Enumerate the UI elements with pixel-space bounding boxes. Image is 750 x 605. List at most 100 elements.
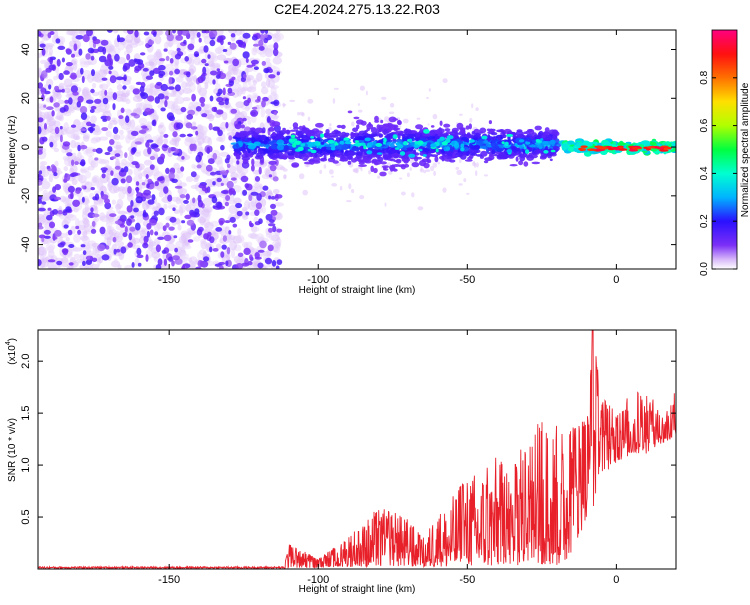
heatmap-cell <box>232 223 238 228</box>
heatmap-cell <box>187 43 195 51</box>
heatmap-cell <box>135 222 141 231</box>
heatmap-cell <box>64 156 73 167</box>
heatmap-cell <box>187 202 196 212</box>
heatmap-cell <box>423 170 427 174</box>
heatmap-cell <box>331 175 334 178</box>
heatmap-cell <box>101 127 109 132</box>
heatmap-cell <box>251 158 255 166</box>
heatmap-cell <box>432 113 438 120</box>
heatmap-cell <box>126 205 133 213</box>
heatmap-cell <box>395 158 402 164</box>
heatmap-cell <box>63 78 73 88</box>
heatmap-cell <box>262 185 269 191</box>
heatmap-cell <box>488 155 495 161</box>
heatmap-cell <box>68 244 75 248</box>
heatmap-cell <box>142 67 149 72</box>
heatmap-cell <box>355 136 359 139</box>
heatmap-cell <box>160 107 166 112</box>
heatmap-cell <box>137 262 142 267</box>
heatmap-cell <box>94 98 102 104</box>
heatmap-cell <box>50 164 56 169</box>
heatmap-cell <box>153 51 159 61</box>
heatmap-cell <box>197 124 203 135</box>
heatmap-cell <box>43 229 51 235</box>
heatmap-cell <box>426 97 429 99</box>
heatmap-cell <box>90 88 95 94</box>
heatmap-cell <box>65 126 75 135</box>
heatmap-cell <box>57 210 63 215</box>
heatmap-cell <box>244 183 250 189</box>
heatmap-cell <box>250 109 259 117</box>
heatmap-cell <box>360 166 363 172</box>
heatmap-cell <box>332 160 339 164</box>
heatmap-cell <box>632 146 638 150</box>
heatmap-cell <box>224 220 231 224</box>
heatmap-cell <box>435 148 439 153</box>
heatmap-cell <box>274 202 284 207</box>
heatmap-cell <box>380 161 387 165</box>
heatmap-cell <box>168 256 174 262</box>
heatmap-cell <box>38 259 42 267</box>
heatmap-cell <box>417 206 424 211</box>
heatmap-cell <box>366 123 374 130</box>
heatmap-cell <box>129 226 136 232</box>
heatmap-cell <box>80 244 86 248</box>
heatmap-cell <box>82 250 87 256</box>
heatmap-cell <box>242 117 247 122</box>
heatmap-cell <box>359 85 365 91</box>
heatmap-cell <box>195 130 199 136</box>
heatmap-cell <box>38 69 42 77</box>
heatmap-cell <box>406 147 414 152</box>
heatmap-cell <box>85 171 92 179</box>
heatmap-cell <box>112 126 119 134</box>
heatmap-cell <box>275 194 283 199</box>
heatmap-cell <box>241 262 250 267</box>
heatmap-cell <box>261 130 266 134</box>
heatmap-cell <box>71 172 79 177</box>
heatmap-cell <box>430 165 435 172</box>
heatmap-cell <box>101 173 106 179</box>
heatmap-cell <box>403 141 408 146</box>
heatmap-cell <box>217 127 221 134</box>
heatmap-cell <box>110 170 114 176</box>
heatmap-cell <box>149 164 155 170</box>
heatmap-cell <box>430 143 437 148</box>
heatmap-cell <box>174 84 181 92</box>
heatmap-cell <box>334 142 339 146</box>
heatmap-cell <box>118 134 125 140</box>
heatmap-cell <box>70 85 78 93</box>
heatmap-cell <box>183 238 190 246</box>
heatmap-cell <box>61 248 69 254</box>
heatmap-cell <box>242 158 249 165</box>
heatmap-cell <box>333 87 339 90</box>
heatmap-cell <box>139 85 145 93</box>
heatmap-cell <box>229 240 238 251</box>
heatmap-cell <box>452 152 456 158</box>
heatmap-cell <box>226 163 231 168</box>
heatmap-cell <box>386 141 393 146</box>
heatmap-cell <box>314 140 320 146</box>
snr-x-label: Height of straight line (km) <box>299 584 416 595</box>
heatmap-cell <box>403 163 410 168</box>
heatmap-cell <box>125 175 133 184</box>
heatmap-cell <box>168 226 175 231</box>
heatmap-cell <box>178 182 187 187</box>
heatmap-cell <box>90 55 95 61</box>
heatmap-cell <box>147 242 154 251</box>
heatmap-cell <box>339 185 343 191</box>
heatmap-cell <box>108 70 112 75</box>
y-tick-label: 40 <box>20 43 32 55</box>
heatmap-cell <box>469 117 473 123</box>
heatmap-cell <box>203 45 209 53</box>
heatmap-cell <box>250 191 259 196</box>
heatmap-cell <box>86 30 93 37</box>
heatmap-cell <box>115 248 121 253</box>
heatmap-cell <box>251 164 255 172</box>
heatmap-cell <box>583 141 593 147</box>
heatmap-cell <box>222 49 228 52</box>
heatmap-cell <box>201 30 207 34</box>
heatmap-cell <box>388 111 395 115</box>
heatmap-cell <box>82 260 86 266</box>
heatmap-cell <box>339 140 345 145</box>
heatmap-cell <box>301 127 310 134</box>
